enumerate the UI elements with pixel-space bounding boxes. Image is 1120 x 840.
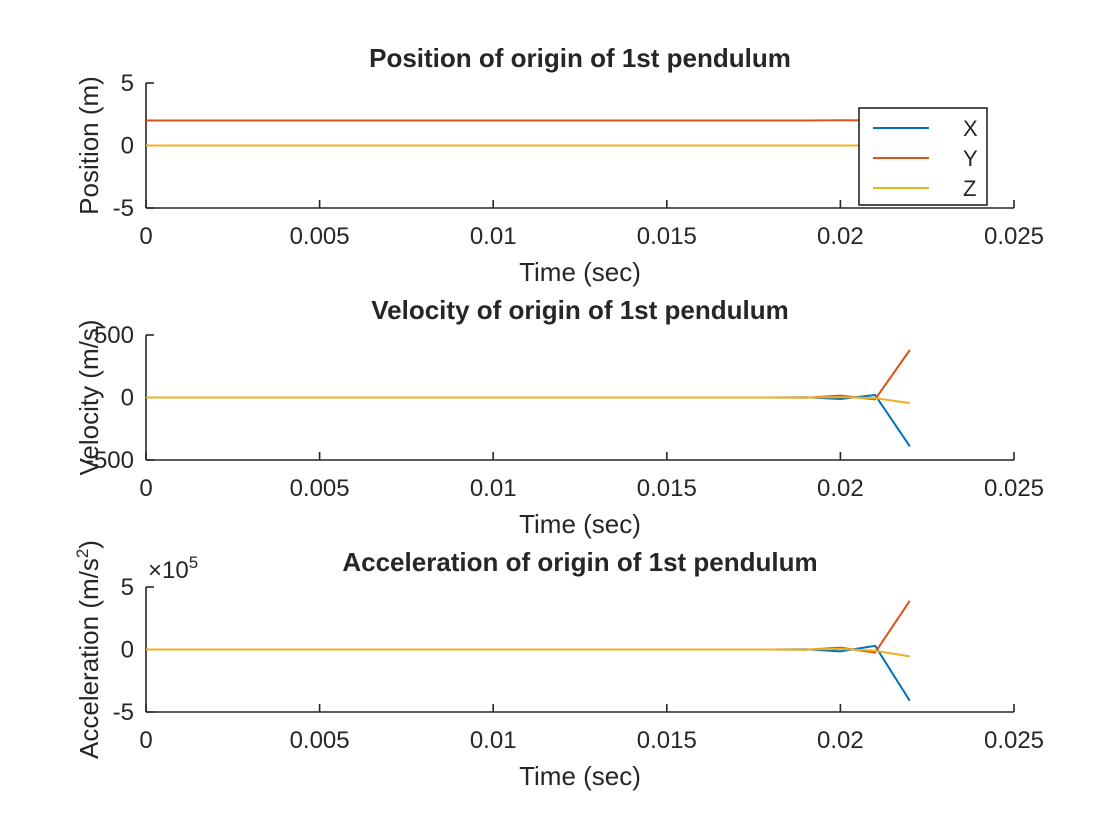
x-tick-label: 0 — [139, 475, 152, 502]
legend-label-z: Z — [963, 176, 976, 201]
y-exponent-label: ×105 — [148, 553, 198, 584]
subplot-2: 0 0.005 0.01 0.015 0.02 0.025-5000500Velocity… — [74, 295, 1044, 539]
x-tick-label: 0.02 — [817, 727, 864, 754]
series-line-z — [146, 647, 910, 658]
x-axis-label: Time (sec) — [519, 761, 641, 791]
chart-title: Position of origin of 1st pendulum — [369, 43, 791, 73]
x-tick-label: 0.015 — [637, 727, 697, 754]
x-tick-label: 0.02 — [817, 223, 864, 250]
x-tick-label: 0 — [139, 727, 152, 754]
x-tick-label: 0.02 — [817, 475, 864, 502]
legend-label-x: X — [963, 116, 978, 141]
y-tick-label: -5 — [113, 195, 134, 222]
x-axis-label: Time (sec) — [519, 509, 641, 539]
legend-label-y: Y — [963, 146, 978, 171]
y-tick-label: 0 — [121, 133, 134, 160]
y-tick-label: 0 — [121, 637, 134, 664]
x-tick-label: 0.015 — [637, 223, 697, 250]
y-axis-label: Position (m) — [74, 76, 104, 215]
y-tick-label: 0 — [121, 385, 134, 412]
y-axis-label: Velocity (m/s) — [74, 319, 104, 475]
x-axis-label: Time (sec) — [519, 257, 641, 287]
y-axis-label: Acceleration (m/s2) — [73, 540, 104, 759]
y-tick-label: -5 — [113, 699, 134, 726]
x-tick-label: 0.01 — [470, 475, 517, 502]
x-tick-label: 0.005 — [290, 223, 350, 250]
subplot-3: 0 0.005 0.01 0.015 0.02 0.025-505×105 Accelera… — [73, 540, 1044, 791]
x-tick-label: 0.005 — [290, 727, 350, 754]
x-tick-label: 0.025 — [984, 475, 1044, 502]
y-tick-label: 5 — [121, 574, 134, 601]
series-line-x — [146, 644, 911, 702]
y-tick-label: 500 — [94, 322, 134, 349]
x-tick-label: 0.025 — [984, 223, 1044, 250]
chart-title: Velocity of origin of 1st pendulum — [371, 295, 788, 325]
series-line-z — [146, 396, 910, 405]
series-line-y — [146, 349, 911, 401]
x-tick-label: 0.01 — [470, 727, 517, 754]
series-line-x — [146, 394, 911, 447]
x-tick-label: 0.015 — [637, 475, 697, 502]
x-tick-label: 0.005 — [290, 475, 350, 502]
x-tick-label: 0.025 — [984, 727, 1044, 754]
y-tick-label: -500 — [86, 447, 134, 474]
x-tick-label: 0.01 — [470, 223, 517, 250]
x-tick-label: 0 — [139, 223, 152, 250]
legend: XYZ — [858, 107, 988, 206]
chart-title: Acceleration of origin of 1st pendulum — [342, 547, 817, 577]
y-tick-label: 5 — [121, 70, 134, 97]
series-line-y — [146, 600, 911, 654]
